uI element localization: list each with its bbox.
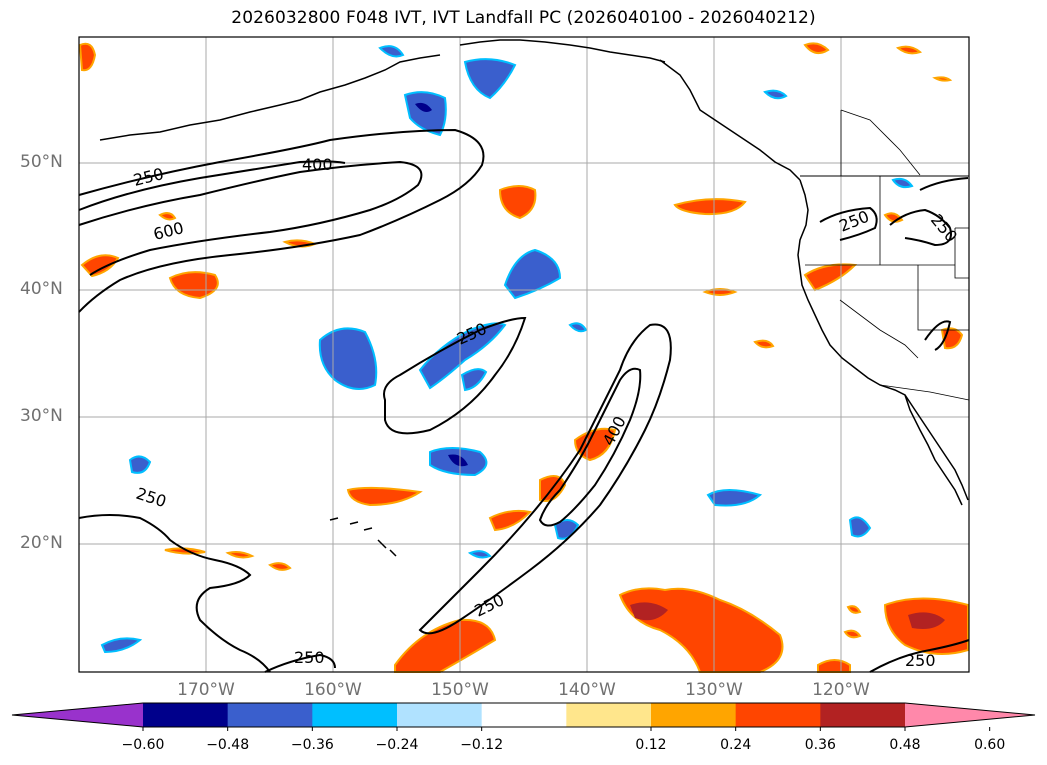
lon-label-120w: 120°W [812, 680, 870, 700]
positive-region [753, 339, 775, 349]
lon-label-160w: 160°W [304, 680, 362, 700]
contour-label: 250 [294, 648, 325, 667]
positive-region [843, 629, 862, 639]
colorbar-swatch [566, 703, 652, 727]
positive-region [268, 562, 292, 571]
positive-region [394, 618, 497, 673]
positive-region [80, 254, 120, 278]
negative-region [318, 327, 378, 390]
negative-region [706, 489, 763, 507]
contour-label: 250 [905, 651, 936, 670]
colorbar-swatch [143, 703, 229, 727]
positive-region [817, 659, 851, 673]
positive-region [346, 486, 423, 507]
colorbar [11, 702, 1036, 731]
coastlines [99, 39, 970, 557]
colorbar-swatch [397, 703, 483, 727]
negative-region [891, 177, 914, 189]
colorbar-tick-label: −0.36 [290, 737, 334, 753]
anomaly-shading [78, 42, 969, 673]
lat-label-20: 20°N [20, 533, 63, 553]
positive-region [908, 612, 945, 629]
colorbar-tick-label: 0.48 [889, 737, 921, 753]
colorbar-tick-label: 0.60 [974, 737, 1006, 753]
negative-region [448, 454, 468, 467]
negative-region [418, 322, 507, 390]
colorbar-swatch [820, 703, 906, 727]
positive-region [803, 42, 830, 55]
lon-label-140w: 140°W [558, 680, 616, 700]
contour-label: 400 [302, 155, 333, 174]
colorbar-tick-label: 0.24 [720, 737, 752, 753]
lat-label-40: 40°N [20, 279, 63, 299]
negative-region [848, 516, 872, 538]
colorbar-tick-label: 0.36 [804, 737, 836, 753]
negative-region [467, 550, 492, 559]
negative-region [128, 455, 152, 474]
colorbar-tick-label: −0.48 [206, 737, 250, 753]
map-background [79, 37, 969, 672]
lat-label-50: 50°N [20, 152, 63, 172]
colorbar-tick-label: −0.24 [375, 737, 419, 753]
colorbar-tick-label: −0.12 [460, 737, 504, 753]
chart-title: 2026032800 F048 IVT, IVT Landfall PC (20… [231, 8, 816, 28]
positive-region [498, 185, 537, 220]
negative-region [403, 91, 447, 137]
positive-region [78, 42, 97, 72]
negative-region [763, 89, 788, 100]
positive-region [158, 212, 177, 221]
positive-region [932, 76, 953, 82]
colorbar-swatch [735, 703, 821, 727]
positive-region [225, 551, 255, 559]
colorbar-swatch [481, 703, 567, 727]
positive-region [630, 602, 668, 621]
positive-region [164, 547, 206, 555]
colorbar-swatch [651, 703, 737, 727]
negative-region [378, 45, 405, 58]
colorbar-tick-label: 0.12 [635, 737, 667, 753]
lon-label-130w: 130°W [685, 680, 743, 700]
negative-region [463, 58, 517, 100]
negative-region [460, 368, 488, 392]
lat-label-30: 30°N [20, 406, 63, 426]
negative-region [503, 248, 562, 300]
positive-region [846, 605, 862, 614]
negative-region [415, 102, 432, 112]
colorbar-extend-high [905, 703, 1035, 727]
lon-label-150w: 150°W [431, 680, 489, 700]
map-frame [78, 36, 970, 673]
colorbar-extend-low [12, 703, 143, 727]
colorbar-swatch [312, 703, 398, 727]
lon-label-170w: 170°W [177, 680, 235, 700]
colorbar-swatch [227, 703, 313, 727]
positive-region [673, 198, 747, 216]
positive-region [488, 509, 532, 532]
positive-region [895, 45, 923, 55]
negative-region [568, 322, 588, 333]
ivt-contours [78, 128, 970, 673]
grid-lines [79, 37, 969, 672]
colorbar-tick-label: −0.60 [121, 737, 165, 753]
negative-region [100, 637, 143, 654]
